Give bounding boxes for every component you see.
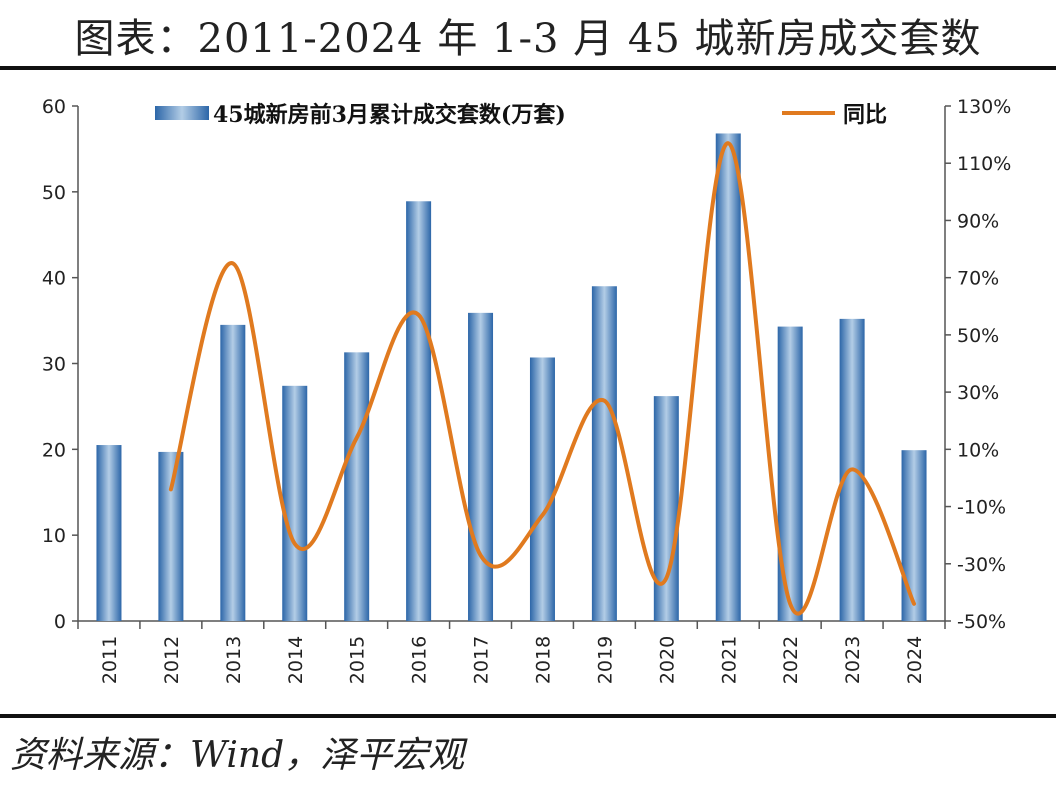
x-tick-label: 2011 xyxy=(99,636,121,684)
bottom-rule xyxy=(0,714,1056,718)
bar-2013 xyxy=(220,324,246,621)
x-tick-label: 2012 xyxy=(161,636,183,684)
right-tick-label: 130% xyxy=(957,96,1011,118)
bar-2021 xyxy=(715,133,741,621)
bar-series xyxy=(96,133,927,621)
x-tick-label: 2014 xyxy=(285,636,307,684)
left-tick-label: 30 xyxy=(42,354,66,376)
bar-2022 xyxy=(777,326,803,621)
bar-2017 xyxy=(468,312,494,621)
x-tick-label: 2018 xyxy=(532,636,554,684)
top-rule xyxy=(0,66,1056,70)
legend-label-bar: 45城新房前3月累计成交套数(万套) xyxy=(213,102,566,128)
left-tick-label: 40 xyxy=(42,268,66,290)
x-tick-label: 2015 xyxy=(347,636,369,684)
left-tick-label: 0 xyxy=(54,611,66,633)
bar-2024 xyxy=(901,450,927,621)
bar-2011 xyxy=(96,445,122,621)
left-tick-label: 60 xyxy=(42,96,66,118)
x-tick-label: 2020 xyxy=(656,636,678,684)
x-tick-label: 2023 xyxy=(842,636,864,684)
bar-2016 xyxy=(406,201,432,621)
x-tick-label: 2021 xyxy=(718,636,740,684)
legend: 45城新房前3月累计成交套数(万套) 同比 xyxy=(155,102,887,128)
bar-2012 xyxy=(158,451,184,621)
x-tick-label: 2022 xyxy=(780,636,802,684)
bar-2014 xyxy=(282,385,308,621)
right-tick-label: 50% xyxy=(957,325,999,347)
x-tick-label: 2017 xyxy=(471,636,493,684)
right-tick-label: 110% xyxy=(957,153,1011,175)
x-tick-label: 2016 xyxy=(409,636,431,684)
bar-2018 xyxy=(529,357,555,621)
line-series xyxy=(168,141,917,616)
right-tick-label: 90% xyxy=(957,210,999,232)
right-tick-label: 30% xyxy=(957,382,999,404)
x-tick-label: 2019 xyxy=(594,636,616,684)
left-tick-label: 20 xyxy=(42,439,66,461)
bar-2015 xyxy=(344,352,370,621)
left-tick-label: 50 xyxy=(42,182,66,204)
page-title: 图表：2011-2024 年 1-3 月 45 城新房成交套数 xyxy=(74,16,982,62)
yoy-line xyxy=(168,141,917,616)
bar-2019 xyxy=(591,286,617,621)
chart-axes: 0 10 20 30 40 50 60 -50% -30% -10% 10% 30% 50% 70% 90%… xyxy=(42,96,1012,684)
legend-label-line: 同比 xyxy=(843,102,887,128)
right-tick-label: 10% xyxy=(957,439,999,461)
right-tick-label: 70% xyxy=(957,268,999,290)
right-tick-label: -10% xyxy=(957,497,1006,519)
x-tick-label: 2013 xyxy=(223,636,245,684)
legend-swatch-bar xyxy=(155,106,209,120)
source-note: 资料来源：Wind，泽平宏观 xyxy=(10,735,465,776)
right-tick-label: -30% xyxy=(957,554,1006,576)
x-tick-label: 2024 xyxy=(904,636,926,684)
left-tick-label: 10 xyxy=(42,525,66,547)
right-tick-label: -50% xyxy=(957,611,1006,633)
bar-2020 xyxy=(653,396,679,621)
